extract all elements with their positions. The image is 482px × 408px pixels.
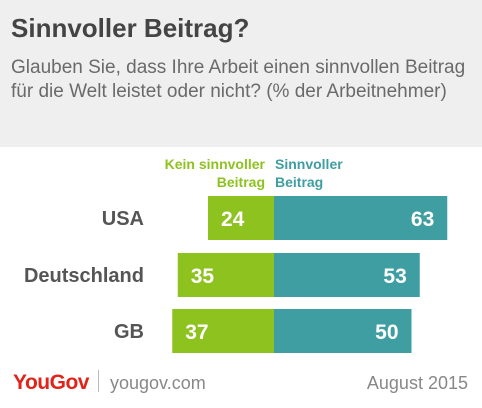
value-label-kein-sinnvoller-0: 24 bbox=[221, 208, 245, 231]
footer-divider bbox=[98, 370, 99, 392]
legend-right: Sinnvoller Beitrag bbox=[275, 155, 343, 191]
value-label-kein-sinnvoller-2: 37 bbox=[185, 321, 208, 344]
header-panel: Sinnvoller Beitrag? Glauben Sie, dass Ih… bbox=[0, 0, 482, 147]
value-label-sinnvoller-0: 63 bbox=[411, 208, 434, 231]
bars-group: 24 63 USA 35 53 Deutschland 37 50 GB bbox=[24, 196, 448, 353]
footer: YouGov yougov.com August 2015 bbox=[0, 368, 482, 398]
value-label-kein-sinnvoller-1: 35 bbox=[191, 265, 215, 288]
bar-kein-sinnvoller-0 bbox=[208, 196, 274, 240]
category-label-2: GB bbox=[114, 321, 144, 343]
legend-left-line1: Kein sinnvoller bbox=[164, 156, 265, 172]
legend-right-line2: Beitrag bbox=[275, 174, 324, 190]
chart-subtitle: Glauben Sie, dass Ihre Arbeit einen sinn… bbox=[11, 57, 466, 102]
bar-sinnvoller-2 bbox=[274, 309, 412, 353]
legend-left-line2: Beitrag bbox=[216, 174, 265, 190]
category-label-1: Deutschland bbox=[24, 265, 144, 287]
chart-title: Sinnvoller Beitrag? bbox=[11, 13, 250, 43]
footer-url: yougov.com bbox=[110, 373, 206, 393]
bar-sinnvoller-0 bbox=[274, 196, 448, 240]
footer-date: August 2015 bbox=[366, 373, 468, 393]
category-label-0: USA bbox=[102, 208, 144, 230]
legend-left: Kein sinnvoller Beitrag bbox=[165, 155, 265, 191]
value-label-sinnvoller-2: 50 bbox=[375, 321, 398, 344]
bar-kein-sinnvoller-2 bbox=[172, 309, 274, 353]
yougov-logo: YouGov bbox=[13, 371, 89, 394]
legend-right-line1: Sinnvoller bbox=[275, 156, 343, 172]
bar-sinnvoller-1 bbox=[274, 253, 420, 297]
value-label-sinnvoller-1: 53 bbox=[383, 265, 406, 288]
bar-kein-sinnvoller-1 bbox=[177, 253, 274, 297]
